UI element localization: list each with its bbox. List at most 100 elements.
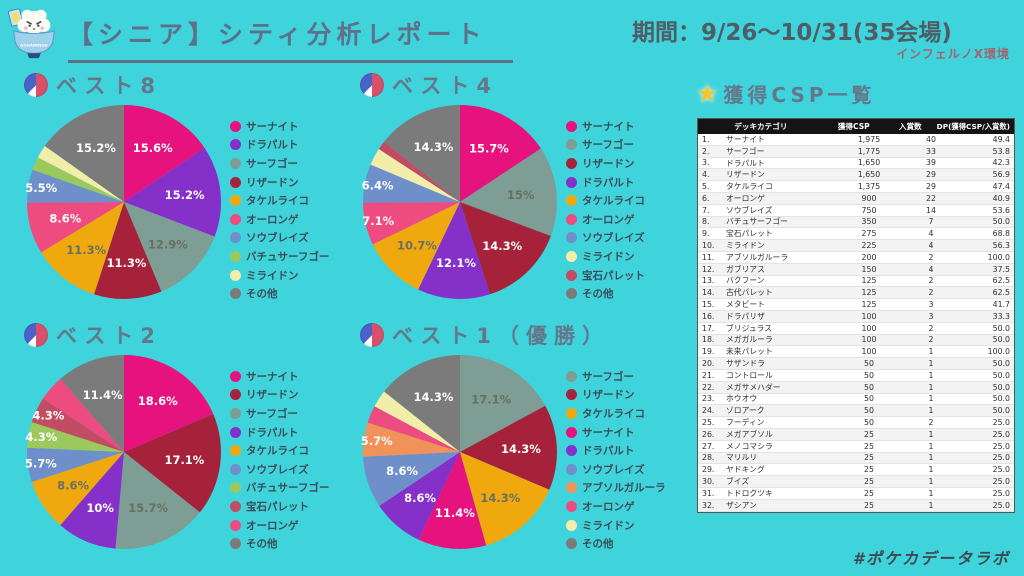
table-cell: 1,775: [857, 146, 881, 156]
pie-slice-label: 18.6%: [138, 394, 178, 408]
legend-item: その他: [230, 534, 329, 553]
table-cell: 29: [926, 182, 936, 192]
chart-title: ベスト8: [56, 74, 163, 98]
legend-item: オーロンゲ: [566, 497, 666, 516]
pie-slice-label: 6.4%: [362, 179, 394, 193]
table-row: 19. 未来パレット 100 1 100.0: [698, 346, 1014, 359]
table-cell: ホウオウ: [726, 394, 758, 404]
legend-label: リザードン: [246, 389, 299, 402]
legend-color-dot: [230, 176, 241, 188]
legend-color-dot: [230, 389, 241, 401]
table-cell: 11.: [702, 252, 715, 262]
table-cell: メガガルーラ: [726, 335, 773, 345]
legend-color-dot: [230, 407, 241, 419]
table-cell: トドロクツキ: [726, 488, 773, 498]
pie-best4: 15.7% 15% 14.3% 12.1% 10.7% 7.1% 6.4% 14.3%: [360, 102, 560, 302]
table-cell: 24.: [702, 406, 715, 416]
chart-title: ベスト2: [56, 324, 163, 348]
legend-best2: サーナイト リザードン サーフゴー ドラパルト タケルライコ ソウブレイズ バチュサーフゴー…: [230, 367, 329, 553]
table-cell: 1: [928, 359, 934, 369]
table-cell: 12.: [702, 264, 715, 274]
table-cell: 40.9: [992, 193, 1010, 203]
table-row: 25. フーディン 50 2 25.0: [698, 417, 1014, 429]
pie-chart: 18.6% 17.1% 15.7% 10% 8.6%5.7% 4.3% 4.3% 11.4%: [25, 355, 221, 549]
legend-label: タケルライコ: [582, 407, 645, 420]
pie-slice-リザードン: [124, 414, 221, 513]
chart-title: ベスト1（優勝）: [392, 324, 611, 348]
legend-best1: サーフゴー リザードン タケルライコ サーナイト ドラパルト ソウブレイズ アブソルガルーラ…: [566, 367, 666, 553]
table-cell: メタビート: [726, 300, 765, 310]
legend-label: ソウブレイズ: [246, 232, 309, 245]
table-cell: 1.: [702, 134, 710, 144]
pie-slice-オーロンゲ: [43, 378, 125, 452]
table-cell: 1: [928, 406, 934, 416]
table-cell: 50: [864, 359, 874, 369]
table-cell: 37.5: [992, 264, 1010, 274]
table-cell: 25: [864, 429, 874, 439]
table-cell: 1: [928, 465, 934, 475]
legend-item: その他: [566, 284, 645, 303]
pie-best1: 17.1% 14.3% 14.3% 11.4% 8.6% 8.6% 5.7% 14.3%: [360, 352, 560, 552]
legend-item: アブソルガルーラ: [566, 479, 666, 498]
legend-item: サーナイト: [230, 367, 329, 386]
table-cell: 3: [928, 311, 934, 321]
table-cell: 25: [864, 500, 874, 510]
table-cell: 50.0: [992, 394, 1010, 404]
table-cell: ザシアン: [726, 500, 757, 510]
legend-label: リザードン: [582, 157, 635, 170]
table-row: 30. ブイズ 25 1 25.0: [698, 476, 1014, 488]
pie-chart-icon: [360, 323, 384, 347]
table-row: 18. メガガルーラ 100 2 50.0: [698, 334, 1014, 347]
legend-color-dot: [230, 213, 241, 225]
table-cell: 33.3: [992, 311, 1010, 321]
table-cell: サザンドラ: [726, 359, 765, 369]
legend-label: リザードン: [246, 176, 299, 189]
legend-color-dot: [230, 370, 241, 382]
legend-label: その他: [582, 538, 614, 551]
table-cell: 2: [928, 276, 934, 286]
pie-slice-宝石パレット: [31, 398, 124, 452]
table-cell: 2: [928, 418, 934, 428]
table-row: 6. オーロンゲ 900 22 40.9: [698, 192, 1014, 205]
table-cell: 19.: [702, 347, 715, 357]
table-cell: 14: [926, 205, 936, 215]
table-cell: ガブリアス: [726, 264, 765, 274]
table-cell: 25: [864, 465, 874, 475]
table-row: 1. サーナイト 1,975 40 49.4: [698, 134, 1014, 146]
table-cell: 62.5: [992, 288, 1010, 298]
legend-item: 宝石パレット: [566, 266, 645, 285]
pie-slice-label: 11.4%: [435, 506, 475, 520]
pie-chart-icon: [24, 73, 48, 97]
column-header-dp: DP(獲得CSP/入賞数): [936, 121, 1010, 131]
pie-slice-ドラパルト: [124, 147, 222, 237]
pie-slice-label: 15.2%: [76, 141, 116, 155]
table-cell: 1: [928, 441, 934, 451]
legend-label: オーロンゲ: [246, 213, 299, 226]
table-cell: 17.: [702, 323, 715, 333]
table-cell: 125: [861, 276, 877, 286]
pie-slice-サーナイト: [124, 355, 214, 452]
chart-block-best8: ベスト8 15.6% 15.2% 12.9% 11.3% 11.3% 8.6% 5.5% 15…: [24, 70, 360, 322]
legend-color-dot: [566, 370, 577, 382]
pie-slice-label: 15.6%: [133, 141, 173, 155]
table-cell: タケルライコ: [726, 182, 773, 192]
table-cell: 2: [928, 252, 934, 262]
table-cell: 1: [928, 429, 934, 439]
table-row: 28. マリルリ 25 1 25.0: [698, 452, 1014, 465]
legend-label: サーナイト: [246, 120, 299, 133]
table-cell: 6.: [702, 193, 710, 203]
legend-best4: サーナイト サーフゴー リザードン ドラパルト タケルライコ オーロンゲ ソウブレイズ ミライ…: [566, 117, 645, 303]
table-cell: 25.0: [992, 441, 1010, 451]
legend-item: ミライドン: [566, 516, 666, 535]
table-row: 16. ドラパリザ 100 3 33.3: [698, 310, 1014, 323]
chart-block-best4: ベスト4 15.7% 15% 14.3% 12.1% 10.7% 7.1% 6.4% 14.3…: [360, 70, 696, 322]
table-cell: 23.: [702, 394, 715, 404]
table-cell: ドラパリザ: [726, 311, 765, 321]
table-cell: 100: [861, 335, 877, 345]
table-cell: 1: [928, 370, 934, 380]
table-cell: 2: [928, 335, 934, 345]
legend-label: バチュサーフゴー: [246, 482, 330, 495]
table-cell: 2.: [702, 146, 710, 156]
pie-slice-label: 11.4%: [83, 388, 123, 402]
table-cell: 30.: [702, 477, 715, 486]
